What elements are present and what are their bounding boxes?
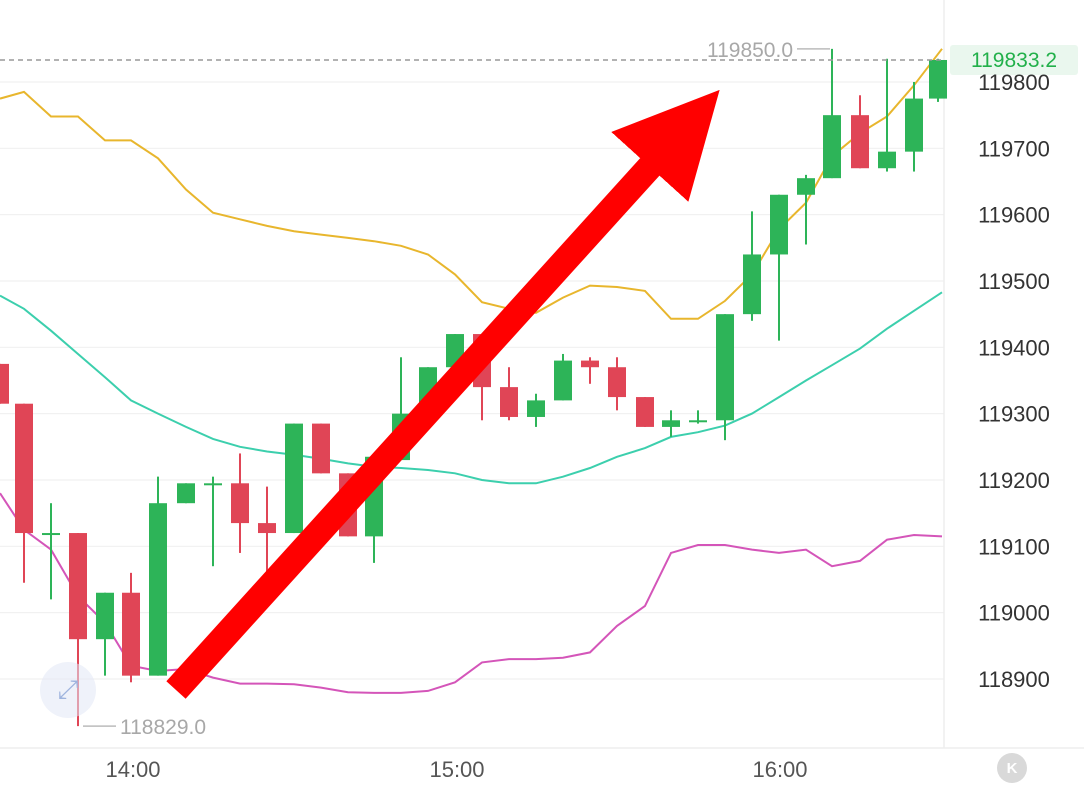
expand-icon: ⤢ bbox=[57, 674, 79, 704]
candles bbox=[0, 48, 947, 727]
candle bbox=[204, 476, 222, 567]
candle-body bbox=[149, 503, 167, 676]
candle bbox=[96, 592, 114, 676]
y-tick-label: 119000 bbox=[978, 601, 1050, 626]
y-tick-label: 119600 bbox=[978, 203, 1050, 228]
candle-body bbox=[581, 360, 599, 368]
candle-body bbox=[716, 314, 734, 421]
current-price-label: 119833.2 bbox=[971, 49, 1057, 72]
candle bbox=[689, 410, 707, 424]
lower-band-line bbox=[0, 492, 943, 694]
high-marker-label: 119850.0 bbox=[707, 39, 793, 62]
candle bbox=[823, 48, 841, 179]
y-tick-label: 119200 bbox=[978, 468, 1050, 493]
candle bbox=[231, 453, 249, 553]
candle-body bbox=[851, 115, 869, 169]
candle-body bbox=[770, 194, 788, 255]
candle bbox=[743, 211, 761, 321]
candle-body bbox=[285, 423, 303, 534]
trend-arrow-annotation bbox=[166, 89, 720, 699]
candle bbox=[527, 393, 545, 427]
candle bbox=[0, 363, 9, 404]
candle bbox=[554, 353, 572, 401]
extreme-markers: 119850.0 118829.0 bbox=[83, 39, 830, 739]
candle-body bbox=[0, 363, 9, 404]
expand-chart-button[interactable]: ⤢ bbox=[40, 662, 96, 718]
candle-body bbox=[878, 151, 896, 169]
x-tick-label: 14:00 bbox=[105, 757, 160, 782]
x-tick-label: 16:00 bbox=[752, 757, 807, 782]
candle-body bbox=[177, 483, 195, 504]
candle-body bbox=[929, 59, 947, 99]
candle-body bbox=[258, 523, 276, 534]
candle bbox=[122, 572, 140, 683]
axis-dividers bbox=[0, 0, 1084, 749]
y-tick-label: 119400 bbox=[978, 335, 1050, 360]
candle-body bbox=[231, 483, 249, 524]
x-tick-label: 15:00 bbox=[429, 757, 484, 782]
candle bbox=[608, 357, 626, 411]
low-marker-label: 118829.0 bbox=[120, 716, 206, 739]
candle-body bbox=[15, 403, 33, 534]
candle-body bbox=[122, 592, 140, 676]
reset-view-button[interactable]: K bbox=[997, 753, 1027, 783]
y-tick-label: 119700 bbox=[978, 136, 1050, 161]
candle bbox=[797, 174, 815, 245]
y-tick-label: 119300 bbox=[978, 402, 1050, 427]
candle bbox=[770, 194, 788, 341]
candle bbox=[878, 58, 896, 172]
candle-body bbox=[823, 115, 841, 179]
current-price-line: 119833.2 bbox=[0, 44, 1078, 75]
candle-body bbox=[636, 397, 654, 427]
y-tick-label: 119800 bbox=[978, 70, 1050, 95]
candle-body bbox=[608, 367, 626, 398]
candle bbox=[636, 397, 654, 427]
candle-body bbox=[689, 420, 707, 423]
candle bbox=[42, 503, 60, 600]
candle-body bbox=[662, 420, 680, 427]
candle bbox=[285, 423, 303, 534]
candle-body bbox=[743, 254, 761, 315]
candle bbox=[15, 403, 33, 583]
y-axis-ticks: 119800 119700 119600 119500 119400 119300 1192… bbox=[978, 70, 1050, 692]
candle-body bbox=[500, 387, 518, 417]
trend-arrow bbox=[166, 89, 720, 699]
reset-icon: K bbox=[1006, 759, 1018, 777]
candle bbox=[581, 357, 599, 384]
candle bbox=[851, 95, 869, 169]
candle-body bbox=[312, 423, 330, 474]
candle bbox=[312, 423, 330, 474]
candle bbox=[500, 367, 518, 421]
candle-body bbox=[527, 400, 545, 417]
candle bbox=[149, 476, 167, 676]
x-axis-ticks: 14:00 15:00 16:00 bbox=[105, 757, 807, 782]
candle bbox=[662, 410, 680, 437]
candle-body bbox=[69, 533, 87, 640]
candle-body bbox=[905, 98, 923, 152]
y-tick-label: 119500 bbox=[978, 269, 1050, 294]
y-tick-label: 118900 bbox=[978, 667, 1050, 692]
candle bbox=[716, 314, 734, 441]
candle-body bbox=[554, 360, 572, 401]
candle-body bbox=[797, 178, 815, 195]
candle-body bbox=[204, 483, 222, 486]
current-price-badge bbox=[950, 44, 1078, 75]
candle bbox=[905, 82, 923, 172]
candle-body bbox=[42, 533, 60, 536]
candle bbox=[177, 483, 195, 504]
y-tick-label: 119100 bbox=[978, 534, 1050, 559]
candle bbox=[929, 58, 947, 102]
candle-body bbox=[96, 592, 114, 640]
middle-band-line bbox=[0, 291, 943, 485]
